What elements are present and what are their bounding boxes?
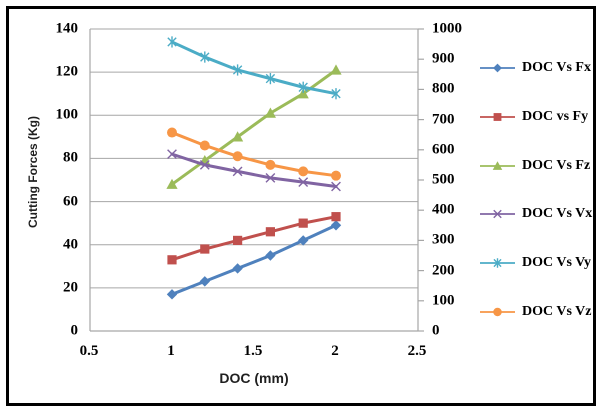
legend-label: DOC Vs Fx <box>522 60 591 75</box>
y2-axis-tick-label: 200 <box>432 262 455 279</box>
y2-axis-tick-label: 700 <box>432 111 455 128</box>
legend-label: DOC Vs Vy <box>522 255 591 271</box>
series-doc-vs-vy <box>167 36 341 100</box>
y2-axis-ticks <box>418 28 424 332</box>
y-axis-tick-label: 80 <box>63 149 78 166</box>
y2-axis-tick-label: 300 <box>432 231 455 248</box>
y2-axis-tick-label: 800 <box>432 80 455 97</box>
square-marker-icon <box>480 112 515 121</box>
x-axis-tick-label: 2 <box>331 343 339 359</box>
y-axis-title: Cutting Forces (Kg) <box>26 116 40 228</box>
y-axis-tick-label: 120 <box>55 63 79 80</box>
y-axis-tick-label: 140 <box>55 20 79 37</box>
legend-item-doc-vs-vx: DOC Vs Vx <box>479 206 592 222</box>
y-axis-tick-label: 20 <box>63 279 78 296</box>
gridlines <box>90 28 418 289</box>
series-doc-vs-vx <box>167 149 341 192</box>
chart-frame <box>6 6 596 406</box>
x-marker-icon <box>480 210 515 219</box>
legend-label: DOC Vs Vx <box>522 206 593 222</box>
legend-item-doc-vs-vz: DOC Vs Vz <box>479 304 592 320</box>
y-axis-tick-label: 60 <box>63 193 78 210</box>
legend-item-doc-vs-vy: DOC Vs Vy <box>479 255 591 271</box>
legend-item-doc-vs-fx: DOC Vs Fx <box>479 60 591 76</box>
legend-label: DOC Vs Fz <box>522 157 591 173</box>
x-axis-tick-label: 1 <box>167 343 175 359</box>
y2-axis-tick-label: 1000 <box>432 20 462 37</box>
legend-label: DOC Vs Vz <box>522 304 592 319</box>
x-axis-tick-label: 0.5 <box>79 343 99 359</box>
y-axis-tick-label: 100 <box>55 106 79 123</box>
y2-axis-tick-label: 600 <box>432 141 455 158</box>
circle-marker-icon <box>480 307 515 317</box>
asterisk-marker-icon <box>480 258 515 268</box>
legend-label: DOC vs Fy <box>522 108 589 124</box>
series-doc-vs-fx <box>166 220 342 300</box>
legend-item-doc-vs-fz: DOC Vs Fz <box>479 158 590 174</box>
y2-axis-tick-label: 400 <box>432 201 455 218</box>
y2-axis-tick-label: 0 <box>432 322 440 339</box>
x-axis-tick-label: 1.5 <box>243 343 263 359</box>
triangle-marker-icon <box>480 160 515 170</box>
series-doc-vs-fy <box>167 212 341 265</box>
y-axis-tick-label: 40 <box>63 236 78 253</box>
x-axis-title: DOC (mm) <box>219 370 289 386</box>
legend-item-doc-vs-fy: DOC vs Fy <box>479 109 588 125</box>
y-axis-tick-label: 0 <box>70 322 79 339</box>
y2-axis-tick-label: 100 <box>432 292 455 309</box>
series-doc-vs-vz <box>167 127 341 181</box>
y2-axis-tick-label: 500 <box>432 171 455 188</box>
series-doc-vs-fz <box>166 64 342 189</box>
x-axis-tick-label: 2.5 <box>407 343 427 359</box>
diamond-marker-icon <box>480 63 515 73</box>
y2-axis-tick-label: 900 <box>432 50 455 67</box>
